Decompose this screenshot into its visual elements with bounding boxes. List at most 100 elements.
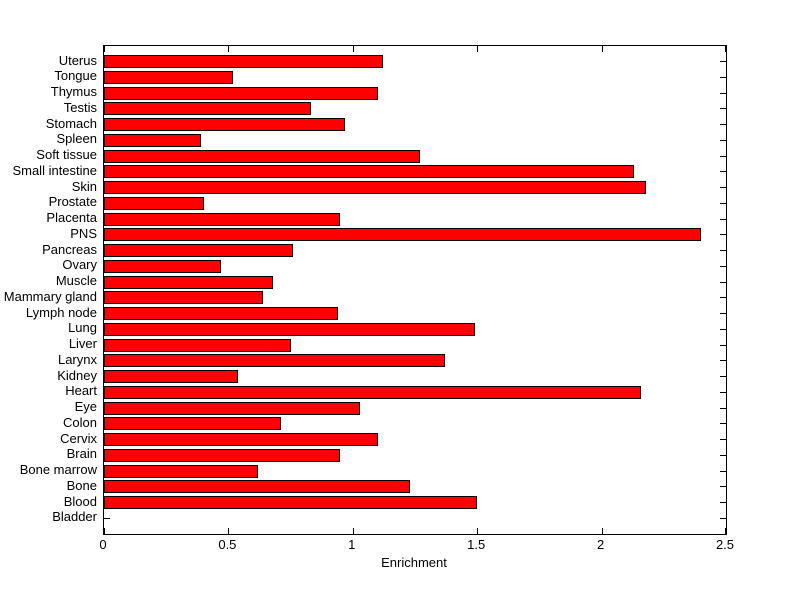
bar (104, 401, 360, 415)
y-tick-label: Muscle (55, 273, 97, 289)
bar (104, 480, 410, 494)
bar (104, 291, 263, 305)
y-tick-label: PNS (70, 225, 97, 241)
y-tick-label: Cervix (60, 430, 97, 446)
y-tick-right (720, 517, 726, 519)
y-tick-right (720, 108, 726, 110)
bar (104, 165, 634, 179)
y-tick-right (720, 250, 726, 252)
x-tick-top (352, 46, 354, 52)
x-tick-top (725, 46, 726, 52)
y-tick-right (720, 439, 726, 441)
bar (104, 307, 338, 321)
y-tick-right (720, 328, 726, 330)
bar (104, 259, 221, 273)
y-tick-label: Placenta (46, 210, 97, 226)
y-tick-label: Kidney (57, 367, 97, 383)
bar (104, 181, 646, 195)
bar (104, 464, 258, 478)
y-tick-right (720, 265, 726, 267)
bar (104, 102, 311, 116)
bar (104, 417, 281, 431)
y-tick-label: Blood (63, 493, 97, 509)
x-tick-label: 1 (348, 537, 356, 552)
y-tick-label: Lung (68, 320, 97, 336)
y-tick-right (720, 454, 726, 456)
bar (104, 118, 345, 132)
y-tick-right (720, 502, 726, 504)
y-tick-right (720, 202, 726, 204)
x-tick-bottom (104, 528, 105, 534)
y-tick-left (104, 517, 110, 519)
y-tick-label: Heart (65, 383, 97, 399)
y-tick-label: Eye (74, 399, 97, 415)
bar (104, 275, 273, 289)
y-tick-right (720, 187, 726, 189)
y-tick-right (720, 407, 726, 409)
x-tick-bottom (725, 528, 726, 534)
x-tick-top (477, 46, 479, 52)
y-tick-label: Brain (66, 446, 97, 462)
y-tick-right (720, 234, 726, 236)
x-tick-bottom (601, 528, 603, 534)
y-tick-right (720, 360, 726, 362)
x-tick-top (601, 46, 603, 52)
x-tick-top (228, 46, 230, 52)
y-tick-label: Bone (66, 477, 97, 493)
bar (104, 228, 701, 242)
y-tick-label: Spleen (56, 131, 97, 147)
y-tick-label: Pancreas (42, 241, 97, 257)
y-tick-label: Prostate (48, 194, 97, 210)
bar (104, 338, 291, 352)
bar (104, 385, 641, 399)
y-tick-label: Ovary (62, 257, 97, 273)
bar (104, 244, 293, 258)
y-tick-right (720, 76, 726, 78)
y-tick-label: Stomach (45, 115, 97, 131)
bar (104, 496, 477, 510)
y-tick-label: Thymus (50, 84, 97, 100)
x-tick-bottom (228, 528, 230, 534)
y-tick-right (720, 486, 726, 488)
plot-area (103, 45, 727, 535)
y-tick-label: Bladder (52, 509, 97, 525)
y-tick-right (720, 139, 726, 141)
bar (104, 196, 204, 210)
y-tick-label: Liver (68, 336, 97, 352)
y-tick-right (720, 344, 726, 346)
y-tick-right (720, 124, 726, 126)
x-tick-label: 0 (99, 537, 107, 552)
y-tick-right (720, 218, 726, 220)
y-tick-label: Skin (71, 178, 97, 194)
y-tick-label: Small intestine (12, 162, 97, 178)
bar (104, 70, 233, 84)
bar (104, 86, 378, 100)
bar (104, 354, 445, 368)
y-tick-right (720, 92, 726, 94)
x-tick-label: 2 (596, 537, 605, 552)
x-tick-label: 2.5 (715, 537, 735, 552)
y-tick-label: Lymph node (25, 304, 97, 320)
x-tick-top (104, 46, 105, 52)
y-tick-right (720, 313, 726, 315)
bar (104, 370, 238, 384)
bar (104, 212, 340, 226)
y-tick-label: Tongue (54, 68, 97, 84)
bar (104, 55, 383, 69)
y-tick-right (720, 171, 726, 173)
y-tick-right (720, 423, 726, 425)
y-tick-label: Testis (63, 99, 97, 115)
y-tick-right (720, 470, 726, 472)
y-tick-right (720, 376, 726, 378)
y-tick-right (720, 155, 726, 157)
y-tick-label: Larynx (57, 351, 97, 367)
y-tick-right (720, 281, 726, 283)
y-tick-label: Uterus (58, 52, 97, 68)
y-tick-label: Mammary gland (3, 288, 97, 304)
x-tick-bottom (477, 528, 479, 534)
x-tick-label: 0.5 (218, 537, 237, 552)
x-tick-label: 1.5 (467, 537, 486, 552)
bar (104, 448, 340, 462)
x-tick-bottom (352, 528, 354, 534)
